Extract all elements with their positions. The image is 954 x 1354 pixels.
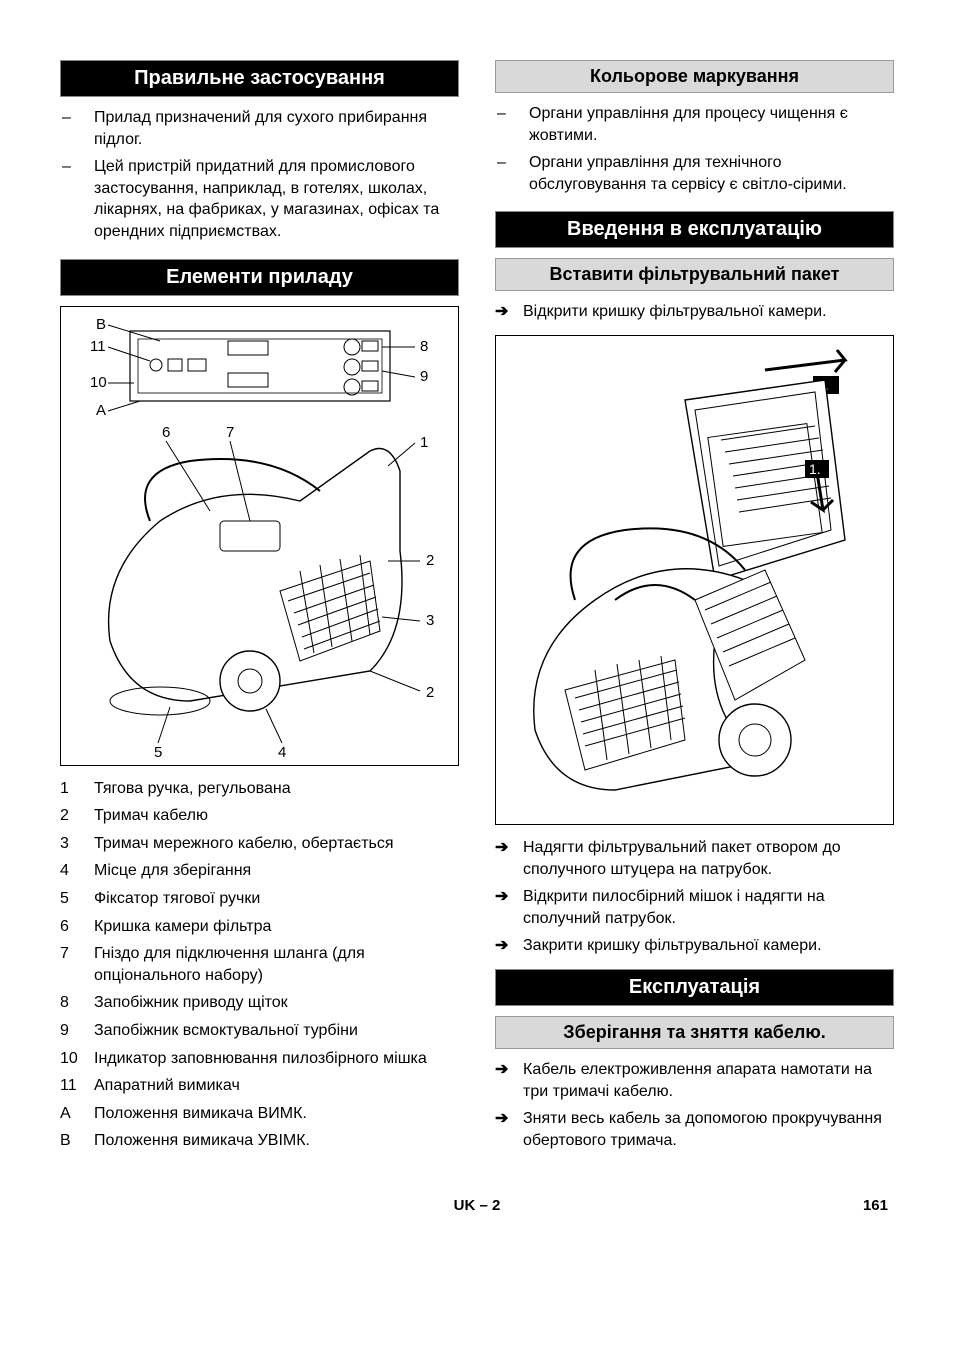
arrow-icon: ➔ — [495, 886, 523, 929]
dash-icon: – — [60, 107, 94, 150]
filter-diagram: 2. 2. — [495, 335, 894, 825]
device-diagram: B 11 10 A 6 7 8 9 1 2 3 2 5 4 — [60, 306, 459, 766]
parts-item: 3Тримач мережного кабелю, обертається — [60, 833, 459, 855]
footer-page-number: 161 — [863, 1197, 888, 1214]
intro-text: Прилад призначений для сухого прибирання… — [94, 107, 459, 150]
list-item: –Органи управління для процесу чищення є… — [495, 103, 894, 146]
parts-item: 1Тягова ручка, регульована — [60, 778, 459, 800]
post-figure-steps: ➔Надягти фільтрувальний пакет отвором до… — [495, 837, 894, 957]
svg-text:9: 9 — [420, 368, 428, 385]
intro-text: Цей пристрій придатний для промислового … — [94, 156, 459, 242]
right-column: Кольорове маркування –Органи управління … — [495, 60, 894, 1163]
svg-text:3: 3 — [426, 612, 434, 629]
dash-icon: – — [495, 152, 529, 195]
filter-diagram-svg: 2. 2. — [505, 340, 885, 820]
svg-text:B: B — [96, 316, 106, 333]
svg-text:2: 2 — [426, 552, 434, 569]
svg-text:7: 7 — [226, 424, 234, 441]
device-diagram-svg: B 11 10 A 6 7 8 9 1 2 3 2 5 4 — [70, 311, 450, 761]
parts-item: 8Запобіжник приводу щіток — [60, 992, 459, 1014]
arrow-icon: ➔ — [495, 837, 523, 880]
pre-figure-steps: ➔Відкрити кришку фільтрувальної камери. — [495, 301, 894, 323]
dash-icon: – — [495, 103, 529, 146]
svg-text:1.: 1. — [809, 461, 821, 477]
svg-text:2: 2 — [426, 684, 434, 701]
list-item: ➔Кабель електроживлення апарата намотати… — [495, 1059, 894, 1102]
svg-text:8: 8 — [420, 338, 428, 355]
intro-list: –Прилад призначений для сухого прибиранн… — [60, 107, 459, 243]
parts-item: 7Гніздо для підключення шланга (для опці… — [60, 943, 459, 986]
list-item: ➔Відкрити кришку фільтрувальної камери. — [495, 301, 894, 323]
arrow-icon: ➔ — [495, 301, 523, 323]
heading-operation: Експлуатація — [495, 969, 894, 1006]
parts-item: 11Апаратний вимикач — [60, 1075, 459, 1097]
list-item: –Органи управління для технічного обслуг… — [495, 152, 894, 195]
list-item: ➔Надягти фільтрувальний пакет отвором до… — [495, 837, 894, 880]
svg-text:5: 5 — [154, 744, 162, 761]
parts-item: 6Кришка камери фільтра — [60, 916, 459, 938]
list-item: ➔Зняти весь кабель за допомогою прокручу… — [495, 1108, 894, 1151]
heading-insert-filter: Вставити фільтрувальний пакет — [495, 258, 894, 291]
parts-item: AПоложення вимикача ВИМК. — [60, 1103, 459, 1125]
arrow-icon: ➔ — [495, 1059, 523, 1102]
svg-text:1: 1 — [420, 434, 428, 451]
list-item: –Цей пристрій придатний для промислового… — [60, 156, 459, 242]
parts-item: 5Фіксатор тягової ручки — [60, 888, 459, 910]
heading-proper-use: Правильне застосування — [60, 60, 459, 97]
parts-item: 10Індикатор заповнювання пилозбірного мі… — [60, 1048, 459, 1070]
color-list: –Органи управління для процесу чищення є… — [495, 103, 894, 195]
svg-text:10: 10 — [90, 374, 107, 391]
list-item: ➔Закрити кришку фільтрувальної камери. — [495, 935, 894, 957]
list-item: ➔Відкрити пилосбірний мішок і надягти на… — [495, 886, 894, 929]
parts-list: 1Тягова ручка, регульована 2Тримач кабел… — [60, 778, 459, 1152]
parts-item: BПоложення вимикача УВІМК. — [60, 1130, 459, 1152]
parts-item: 4Місце для зберігання — [60, 860, 459, 882]
svg-text:6: 6 — [162, 424, 170, 441]
list-item: –Прилад призначений для сухого прибиранн… — [60, 107, 459, 150]
dash-icon: – — [60, 156, 94, 242]
parts-item: 9Запобіжник всмоктувальної турбіни — [60, 1020, 459, 1042]
footer-locale: UK – 2 — [454, 1197, 501, 1214]
arrow-icon: ➔ — [495, 1108, 523, 1151]
heading-commissioning: Введення в експлуатацію — [495, 211, 894, 248]
svg-text:4: 4 — [278, 744, 286, 761]
heading-device-elements: Елементи приладу — [60, 259, 459, 296]
svg-text:11: 11 — [90, 338, 106, 355]
parts-item: 2Тримач кабелю — [60, 805, 459, 827]
page-footer: UK – 2 161 — [60, 1197, 894, 1217]
heading-cable-storage: Зберігання та зняття кабелю. — [495, 1016, 894, 1049]
svg-text:A: A — [96, 402, 106, 419]
arrow-icon: ➔ — [495, 935, 523, 957]
cable-steps: ➔Кабель електроживлення апарата намотати… — [495, 1059, 894, 1151]
heading-color-coding: Кольорове маркування — [495, 60, 894, 93]
left-column: Правильне застосування –Прилад призначен… — [60, 60, 459, 1163]
